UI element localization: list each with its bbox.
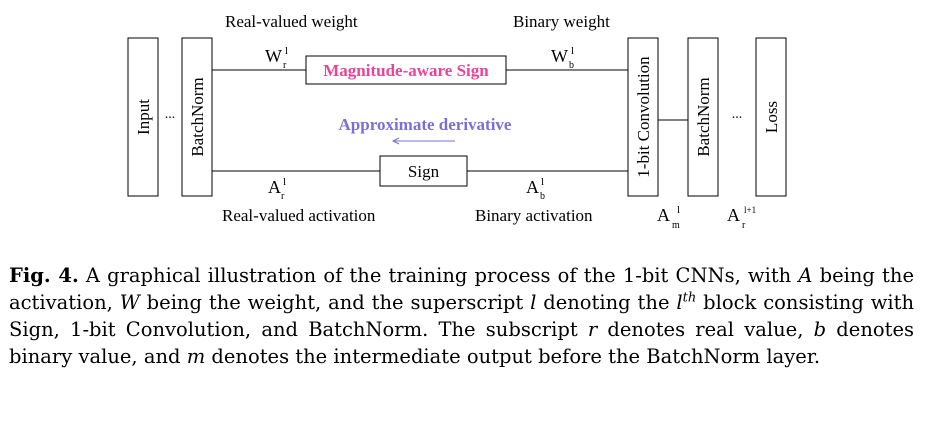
approx-derivative-label: Approximate derivative [339, 115, 512, 134]
figure-label: Fig. 4. [9, 264, 79, 287]
input-block [127, 37, 159, 197]
caption-var: l [530, 291, 537, 314]
magnitude-sign-box [305, 55, 507, 85]
batchnorm-label-2: BatchNorm [694, 77, 713, 156]
caption-text: denotes binary value, and [9, 318, 915, 368]
loss-label: Loss [762, 101, 781, 133]
caption-text: A graphical illustration of the training… [78, 264, 799, 287]
ar1-sub: r [742, 220, 746, 231]
am-sup: l [677, 204, 680, 216]
magnitude-sign-label: Magnitude-aware Sign [323, 61, 489, 80]
caption-text: denotes the intermediate output before t… [205, 345, 821, 368]
wb-sub: b [569, 60, 574, 71]
sign-box [379, 155, 468, 187]
binary-weight-label: Binary weight [513, 12, 610, 31]
caption-text: being the weight, and the superscript [139, 291, 531, 314]
sign-box-label: Sign [408, 162, 440, 181]
ellipsis-left: ... [165, 107, 176, 122]
caption-sup: th [682, 290, 697, 306]
conv-block [627, 37, 659, 197]
ar-sub: r [281, 191, 285, 202]
ab-sup: l [541, 176, 544, 188]
ab-symbol: A [526, 177, 539, 197]
loss-block [755, 37, 787, 197]
ellipsis-right: ... [732, 107, 743, 122]
wr-sub: r [283, 60, 287, 71]
caption-var: b [813, 318, 827, 341]
binary-activation-label: Binary activation [475, 206, 593, 225]
caption-var: W [119, 291, 140, 314]
ar1-symbol: A [727, 205, 740, 225]
figure-caption: Fig. 4. A graphical illustration of the … [9, 262, 914, 370]
caption-var: A [798, 264, 813, 287]
caption-var: m [186, 345, 206, 368]
caption-var: r [587, 318, 598, 341]
batchnorm-block-1 [181, 37, 213, 197]
input-label: Input [134, 99, 153, 135]
real-weight-label: Real-valued weight [225, 12, 358, 31]
wr-sup: l [285, 45, 288, 57]
caption-text: being the activation, [9, 264, 914, 314]
am-sub: m [672, 220, 680, 231]
ar1-sup: l+1 [744, 205, 756, 215]
am-symbol: A [657, 205, 670, 225]
ar-symbol: A [268, 177, 281, 197]
caption-text: denotes real value, [597, 318, 814, 341]
caption-text: block consisting with Sign, 1-bit Convol… [9, 291, 915, 341]
batchnorm-label-1: BatchNorm [188, 77, 207, 156]
caption-var: l [676, 291, 683, 314]
real-activation-label: Real-valued activation [222, 206, 376, 225]
wr-symbol: W [265, 46, 282, 66]
derivative-arrow [391, 137, 455, 145]
wb-sup: l [571, 45, 574, 57]
conv-label: 1-bit Convolution [634, 56, 653, 178]
ar-sup: l [283, 176, 286, 188]
caption-text: denoting the [536, 291, 677, 314]
batchnorm-block-2 [687, 37, 719, 197]
ab-sub: b [540, 191, 545, 202]
wb-symbol: W [551, 46, 568, 66]
training-diagram: Real-valued weight Binary weight Real-va… [127, 12, 787, 231]
